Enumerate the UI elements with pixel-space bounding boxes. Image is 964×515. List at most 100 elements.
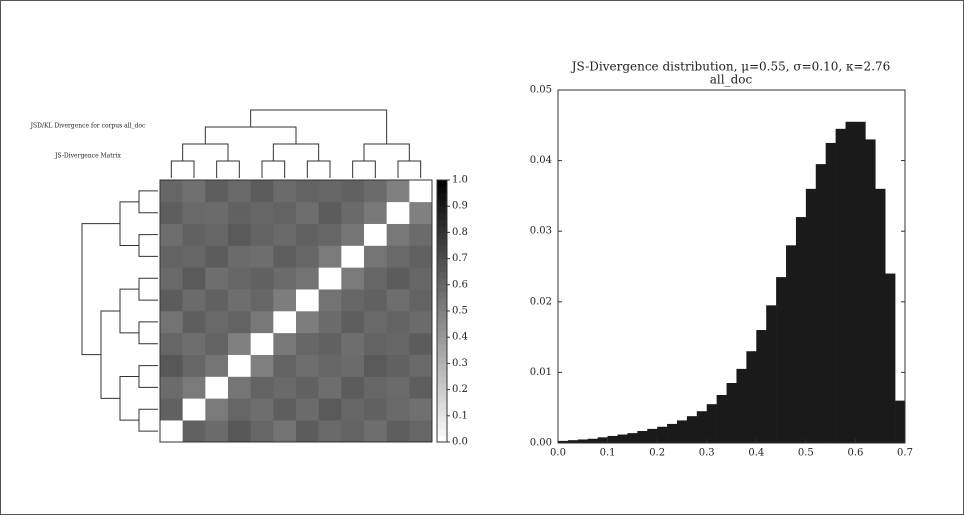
heatmap-cell (364, 376, 387, 399)
histogram-bar (587, 438, 598, 443)
colorbar-tick-label: 0.3 (452, 358, 468, 369)
histogram-bar (736, 368, 747, 443)
heatmap-cell (273, 267, 297, 290)
heatmap-cell (160, 180, 183, 203)
heatmap-cell (160, 267, 183, 290)
colorbar-tick-label: 0.0 (452, 437, 468, 448)
colorbar-step (437, 304, 447, 312)
colorbar-step (437, 271, 447, 279)
histogram-bar (676, 420, 688, 443)
heatmap-cell (205, 376, 229, 399)
heatmap-cell (386, 311, 410, 334)
heatmap-cell (296, 267, 319, 290)
colorbar-tick-label: 0.9 (452, 201, 468, 212)
histogram-bar (766, 305, 777, 443)
histogram-bar (786, 245, 797, 443)
heatmap-cell (296, 245, 319, 268)
colorbar-step (437, 428, 447, 436)
histogram-bar (895, 400, 906, 443)
colorbar-step (437, 317, 447, 325)
heatmap-cell (296, 398, 319, 421)
colorbar-step (437, 252, 447, 260)
heatmap-cell (409, 398, 433, 421)
heatmap-cell (409, 245, 433, 268)
heatmap-cell (273, 223, 297, 246)
heatmap-cell (364, 398, 387, 421)
colorbar-step (437, 265, 447, 273)
heatmap-cell (228, 201, 251, 224)
plot-border (557, 89, 906, 444)
heatmap-cell (205, 311, 229, 334)
heatmap-cell (160, 311, 183, 334)
heatmap-cell (318, 376, 342, 399)
colorbar-step (437, 343, 447, 351)
heatmap-cell (386, 223, 410, 246)
heatmap-cell (409, 289, 433, 312)
heatmap-cell (341, 180, 365, 203)
y-tick-label: 0.03 (530, 226, 552, 237)
histogram-bar (835, 128, 846, 443)
colorbar-step (437, 422, 447, 430)
colorbar-step (437, 311, 447, 319)
colorbar-step (437, 363, 447, 371)
heatmap-cell (250, 354, 274, 377)
histogram-bar (567, 440, 579, 443)
colorbar-step (437, 383, 447, 391)
histogram-bar (805, 188, 817, 443)
colorbar-step (437, 199, 447, 207)
colorbar-step (437, 376, 447, 384)
heatmap-cell (386, 201, 410, 224)
colorbar-tick-label: 0.5 (452, 306, 468, 317)
heatmap-cell (160, 223, 183, 246)
heatmap-border (159, 179, 433, 443)
heatmap-cell (318, 398, 342, 421)
heatmap-cell (364, 223, 387, 246)
heatmap-cell (409, 180, 433, 203)
y-tick-label: 0.01 (530, 367, 552, 378)
colorbar-step (437, 219, 447, 227)
heatmap-cell (296, 289, 319, 312)
histogram-bar (627, 433, 638, 443)
heatmap-cell (182, 398, 206, 421)
heatmap-cell (364, 311, 387, 334)
heatmap-cell (318, 289, 342, 312)
heatmap-cell (341, 398, 365, 421)
heatmap-cell (182, 267, 206, 290)
heatmap-cell (228, 223, 251, 246)
heatmap-cell (409, 223, 433, 246)
heatmap-cell (250, 245, 274, 268)
heatmap-cell (250, 223, 274, 246)
x-tick-label: 0.2 (649, 448, 665, 459)
heatmap-cell (341, 376, 365, 399)
heatmap-cell (296, 354, 319, 377)
heatmap-cell (318, 420, 342, 443)
heatmap-cell (273, 420, 297, 443)
heatmap-cell (160, 376, 183, 399)
histogram-bar (716, 394, 727, 443)
colorbar-step (437, 356, 447, 364)
colorbar-step (437, 206, 447, 214)
heatmap-cell (296, 223, 319, 246)
colorbar-step (437, 232, 447, 240)
heatmap-cell (160, 354, 183, 377)
heatmap-cell (386, 376, 410, 399)
heatmap-cell (205, 354, 229, 377)
histogram-bar (607, 435, 618, 443)
heatmap-cell (341, 223, 365, 246)
heatmap-cell (182, 354, 206, 377)
heatmap-cell (386, 354, 410, 377)
colorbar-tick-label: 0.8 (452, 227, 468, 238)
colorbar-tick-label: 0.1 (452, 410, 468, 421)
histogram-bar (855, 121, 866, 444)
heatmap-cell (205, 223, 229, 246)
heatmap-cell (250, 376, 274, 399)
heatmap-cell (205, 398, 229, 421)
heatmap-cell (228, 267, 251, 290)
colorbar-step (437, 402, 447, 410)
heatmap-cell (228, 311, 251, 334)
histogram-bar (726, 382, 737, 443)
heatmap-cell (296, 420, 319, 443)
heatmap-cell (228, 376, 251, 399)
heatmap-cell (228, 398, 251, 421)
heatmap-cell (364, 267, 387, 290)
